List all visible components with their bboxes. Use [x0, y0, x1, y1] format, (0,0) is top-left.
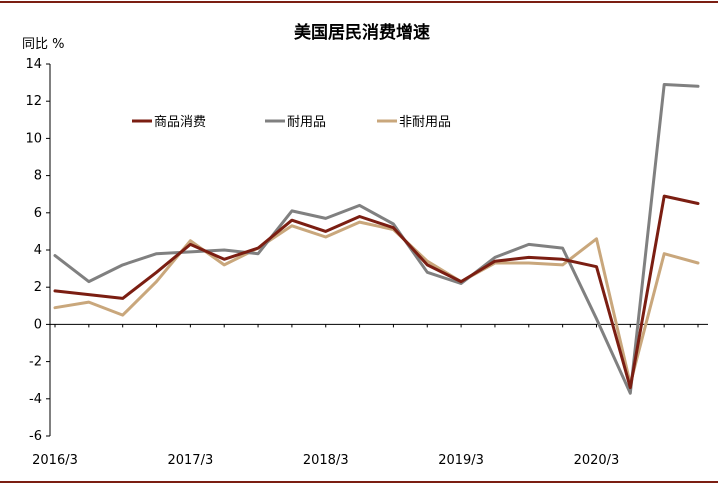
legend-label: 商品消费 — [154, 115, 206, 130]
legend-item-0: 商品消费 — [132, 115, 206, 130]
y-tick-label: 0 — [34, 317, 42, 332]
y-tick-label: 4 — [34, 243, 42, 258]
legend-label: 非耐用品 — [399, 115, 451, 130]
x-tick-label: 2017/3 — [167, 453, 213, 468]
y-tick-label: 10 — [25, 131, 42, 146]
y-tick-label: 8 — [34, 169, 42, 184]
y-tick-label: -6 — [29, 429, 42, 444]
x-tick-label: 2020/3 — [574, 453, 620, 468]
x-tick-label: 2016/3 — [32, 453, 78, 468]
y-tick-label: -4 — [29, 392, 42, 407]
y-axis-unit-label: 同比 % — [22, 37, 65, 52]
y-tick-label: 12 — [25, 94, 42, 109]
series-line-0 — [53, 194, 700, 390]
x-tick-label: 2018/3 — [303, 453, 349, 468]
axes: 14 12 10 8 6 4 2 0 -2 -4 -6 2016/3 2017/3 2018/3 2019/… — [25, 57, 708, 468]
legend-item-1: 耐用品 — [265, 115, 326, 130]
y-tick-label: 2 — [34, 280, 42, 295]
y-tick-label: -2 — [29, 355, 42, 370]
chart-title: 美国居民消费增速 — [294, 22, 430, 43]
legend-label: 耐用品 — [287, 115, 326, 130]
y-tick-label: 14 — [25, 57, 42, 72]
series-lines — [53, 83, 700, 395]
y-tick-label: 6 — [34, 206, 42, 221]
x-tick-label: 2019/3 — [438, 453, 484, 468]
legend-item-2: 非耐用品 — [377, 115, 451, 130]
series-line-1 — [53, 83, 700, 395]
series-line-2 — [53, 220, 700, 386]
legend: 商品消费 耐用品 非耐用品 — [132, 115, 451, 130]
